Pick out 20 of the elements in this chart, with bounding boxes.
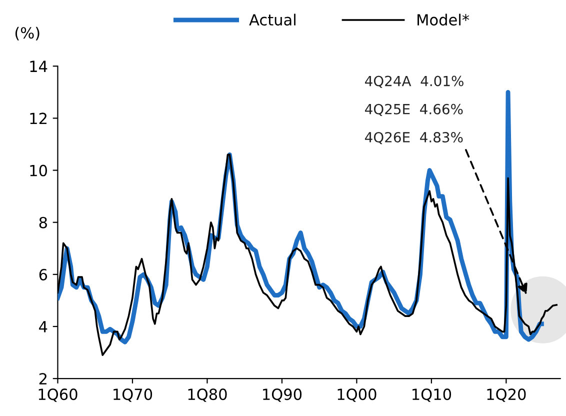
y-tick-label: 10 bbox=[30, 164, 47, 176]
y-axis-title: (%) bbox=[15, 26, 40, 40]
x-tick-label: 1Q60 bbox=[38, 388, 78, 402]
y-tick-label: 12 bbox=[30, 112, 46, 124]
x-tick-label: 1Q90 bbox=[263, 388, 302, 402]
x-tick-label: 1Q00 bbox=[338, 388, 376, 402]
legend-label: Model* bbox=[418, 14, 470, 26]
annotation: 4Q25E 4.66% bbox=[365, 104, 463, 116]
x-tick-label: 1Q70 bbox=[114, 388, 152, 402]
legend-label: Actual bbox=[249, 14, 296, 26]
annotation: 4Q26E 4.83% bbox=[365, 132, 463, 144]
y-tick-label: 8 bbox=[39, 216, 47, 228]
y-tick-label: 2 bbox=[39, 373, 46, 384]
x-tick-label: 1Q10 bbox=[412, 388, 452, 402]
y-tick-label: 6 bbox=[39, 268, 48, 280]
x-tick-label: 1Q20 bbox=[487, 388, 526, 402]
annotation: 4Q24A 4.01% bbox=[365, 76, 464, 88]
y-tick-label: 14 bbox=[30, 60, 48, 72]
y-tick-label: 4 bbox=[39, 321, 48, 332]
x-tick-label: 1Q80 bbox=[188, 388, 227, 402]
